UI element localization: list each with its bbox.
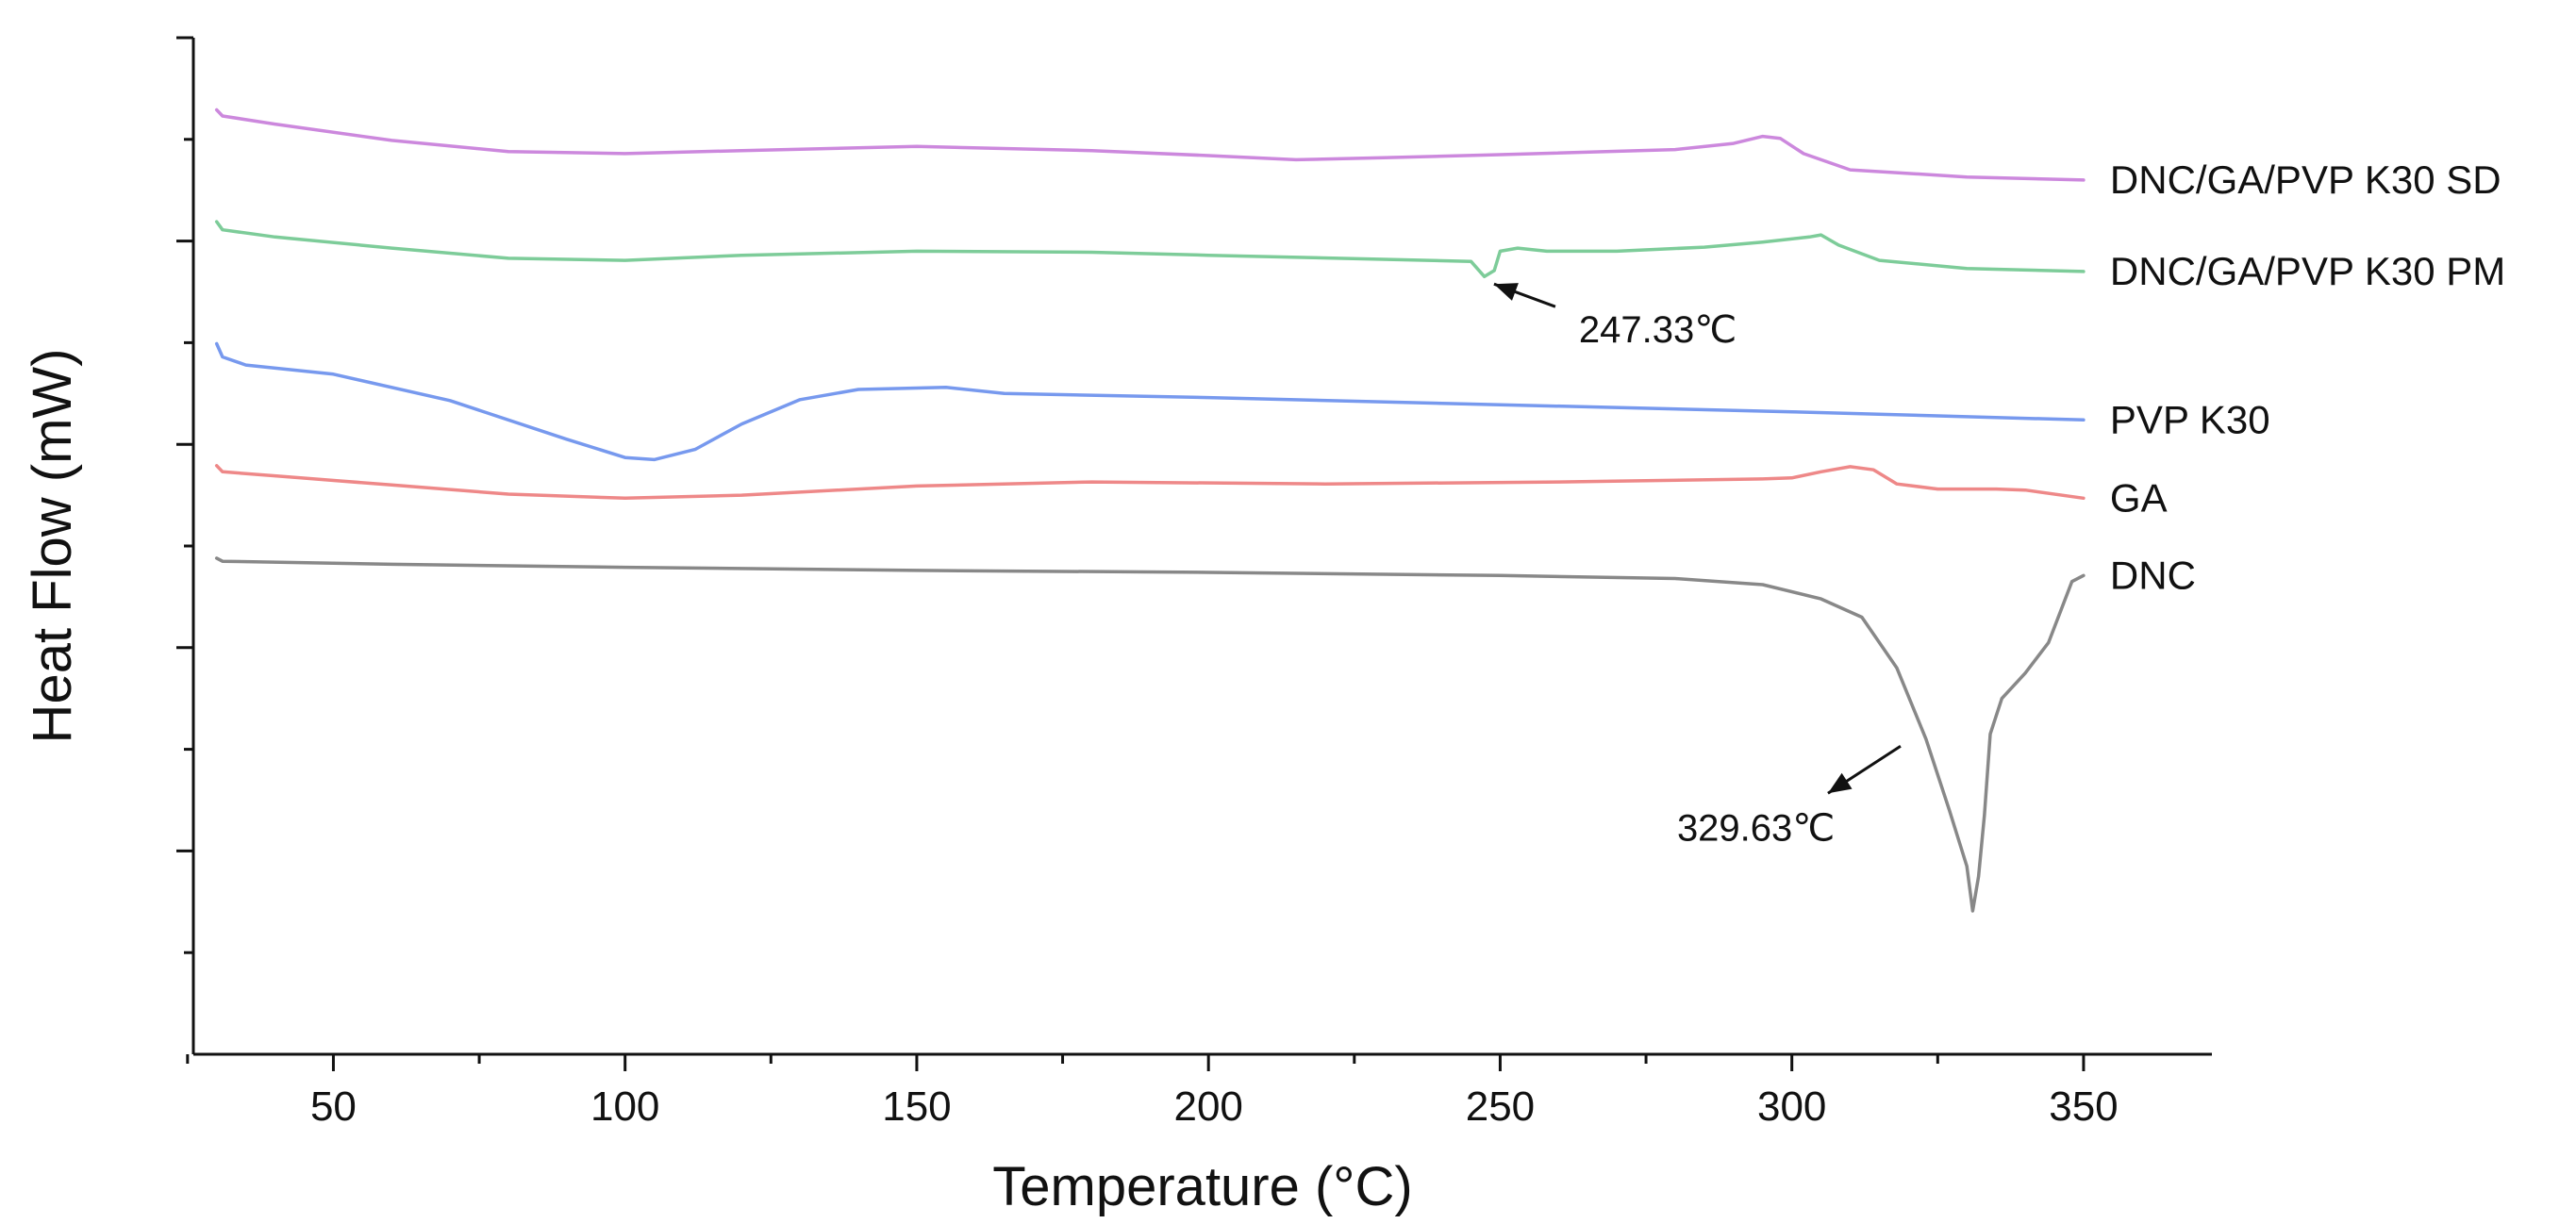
series-label: DNC/GA/PVP K30 SD	[2110, 157, 2501, 202]
axes	[191, 38, 2212, 1056]
series-line-2	[214, 341, 2086, 462]
ticks: 50 100 150 200 250 300 350	[176, 36, 2119, 1130]
annotation-label: 329.63℃	[1677, 807, 1835, 849]
series-line-4	[214, 556, 2086, 913]
annotation-label: 247.33℃	[1579, 309, 1737, 351]
x-tick-label: 50	[310, 1083, 357, 1130]
x-tick-label: 250	[1466, 1083, 1535, 1130]
series-label: PVP K30	[2110, 397, 2270, 441]
annotations: 247.33℃ 329.63℃	[1493, 282, 1902, 849]
series-labels: DNC/GA/PVP K30 SD DNC/GA/PVP K30 PM PVP K3…	[2110, 157, 2505, 597]
x-tick-label: 350	[2049, 1083, 2118, 1130]
annotation-arrowhead	[1827, 772, 1853, 794]
x-tick-label: 200	[1173, 1083, 1242, 1130]
x-tick-label: 300	[1757, 1083, 1826, 1130]
series-line-3	[214, 464, 2086, 501]
series-label: GA	[2110, 475, 2168, 520]
y-axis-title: Heat Flow (mW)	[22, 349, 83, 744]
series-label: DNC	[2110, 553, 2196, 597]
series-line-1	[214, 220, 2086, 279]
x-tick-label: 100	[590, 1083, 659, 1130]
series-lines	[214, 108, 2086, 913]
annotation-arrowhead	[1493, 283, 1519, 301]
series-label: DNC/GA/PVP K30 PM	[2110, 249, 2505, 293]
x-tick-label: 150	[882, 1083, 951, 1130]
x-axis-title: Temperature (°C)	[992, 1156, 1412, 1217]
series-line-0	[214, 108, 2086, 182]
